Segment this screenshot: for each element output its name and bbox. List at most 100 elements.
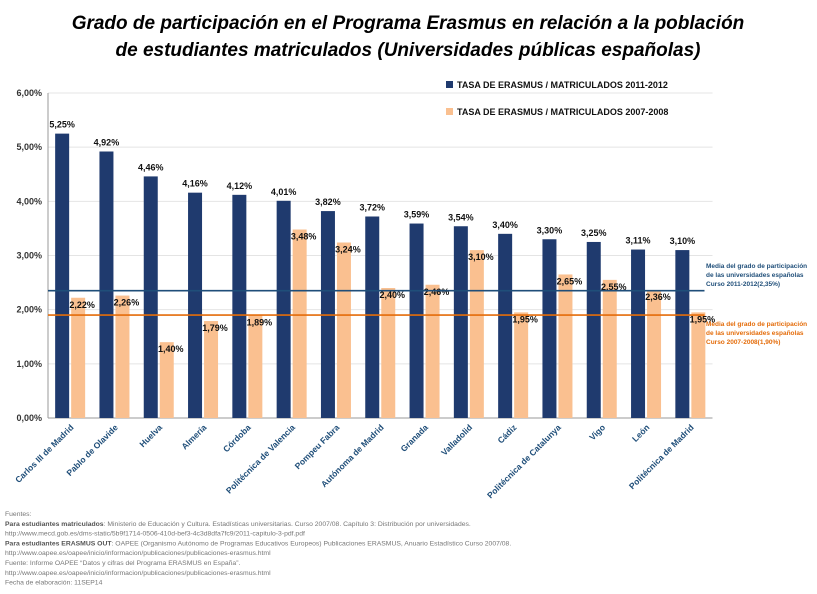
bar (276, 200, 291, 418)
data-label: 3,82% (315, 197, 341, 207)
y-tick-label: 0,00% (16, 413, 42, 423)
bar (453, 226, 468, 418)
bar (336, 242, 351, 418)
bar (558, 274, 573, 418)
data-label: 1,95% (512, 314, 538, 324)
data-label: 4,12% (227, 181, 253, 191)
bar (115, 295, 130, 418)
bar (188, 192, 203, 418)
bar (514, 312, 529, 418)
source-line: Fuentes: (5, 511, 32, 518)
bar (248, 315, 263, 418)
data-label: 2,22% (69, 300, 95, 310)
y-tick-label: 6,00% (16, 88, 42, 98)
chart-title: Grado de participación en el Programa Er… (72, 13, 745, 34)
source-bold: Para estudiantes ERASMUS OUT (5, 540, 112, 547)
y-tick-label: 3,00% (16, 251, 42, 261)
bar (292, 229, 307, 418)
x-tick-label: Politécnica de Catalunya (485, 422, 563, 500)
bar (381, 288, 396, 418)
source-line: http://www.oapee.es/oapee/inicio/informa… (5, 550, 271, 557)
data-label: 3,24% (335, 245, 361, 255)
bar (542, 239, 557, 418)
bar (232, 194, 247, 418)
legend-swatch (446, 108, 453, 115)
x-tick-label: León (630, 422, 651, 443)
data-label: 2,46% (424, 287, 450, 297)
data-label: 3,11% (626, 236, 651, 246)
x-tick-label: Cádiz (495, 422, 518, 445)
y-tick-label: 2,00% (16, 305, 42, 315)
bar (691, 312, 706, 418)
bar (586, 241, 601, 418)
source-line: http://www.oapee.es/oapee/inicio/informa… (5, 570, 271, 577)
x-tick-label: Pompeu Fabra (293, 422, 342, 471)
bar (469, 250, 484, 418)
bar (498, 233, 513, 418)
data-label: 3,54% (448, 212, 474, 222)
legend-label: TASA DE ERASMUS / MATRICULADOS 2007-2008 (457, 107, 668, 117)
data-label: 2,55% (601, 282, 627, 292)
bar (409, 223, 424, 418)
data-label: 1,79% (202, 323, 228, 333)
data-label: 2,36% (645, 292, 671, 302)
source-text: Fuente: Informe OAPEE “Datos y cifras de… (5, 560, 240, 567)
data-label: 3,59% (404, 210, 430, 220)
bar (143, 176, 158, 418)
bar (99, 151, 114, 418)
data-label: 4,46% (138, 162, 164, 172)
source-text: Fecha de elaboración: 11SEP14 (5, 580, 103, 587)
reference-label: Curso 2011-2012(2,35%) (706, 281, 780, 288)
bar (602, 279, 617, 418)
bar (675, 250, 690, 418)
source-text: http://www.mecd.gob.es/dms-static/5b9f17… (5, 531, 305, 538)
reference-label: Media del grado de participación (706, 321, 807, 328)
source-text: : Ministerio de Educación y Cultura. Est… (104, 521, 471, 528)
x-tick-label: Granada (398, 422, 430, 454)
data-label: 5,25% (49, 120, 75, 130)
reference-label: Curso 2007-2008(1,90%) (706, 339, 780, 346)
reference-label: de las universidades españolas (706, 272, 804, 279)
data-label: 3,30% (537, 225, 563, 235)
bar (365, 216, 380, 418)
bar (425, 284, 440, 418)
source-bold: Para estudiantes matriculados (5, 521, 104, 528)
data-label: 2,26% (114, 298, 140, 308)
source-text: http://www.oapee.es/oapee/inicio/informa… (5, 550, 271, 557)
y-tick-label: 1,00% (16, 359, 42, 369)
bar (159, 342, 174, 418)
data-label: 2,40% (379, 290, 405, 300)
source-line: Para estudiantes ERASMUS OUT: OAPEE (Org… (5, 540, 511, 547)
source-text: Fuentes: (5, 511, 32, 518)
reference-label: Media del grado de participación (706, 263, 807, 270)
data-label: 3,48% (291, 232, 317, 242)
x-tick-label: Huelva (137, 422, 164, 449)
data-label: 3,10% (670, 236, 696, 246)
source-text: : OAPEE (Organismo Autónomo de Programas… (112, 540, 512, 547)
x-tick-label: Vigo (587, 422, 607, 442)
x-tick-label: Córdoba (221, 422, 253, 454)
reference-label: de las universidades españolas (706, 330, 804, 337)
bar (631, 249, 646, 418)
source-line: Fuente: Informe OAPEE “Datos y cifras de… (5, 560, 240, 567)
data-label: 3,10% (468, 252, 494, 262)
x-tick-label: Valladolid (439, 422, 474, 457)
data-label: 1,89% (247, 318, 273, 328)
chart-title: de estudiantes matriculados (Universidad… (116, 40, 701, 61)
x-tick-label: Carlos III de Madrid (13, 422, 76, 485)
legend-label: TASA DE ERASMUS / MATRICULADOS 2011-2012 (457, 80, 668, 90)
source-line: Fecha de elaboración: 11SEP14 (5, 580, 103, 587)
data-label: 3,25% (581, 228, 607, 238)
source-text: http://www.oapee.es/oapee/inicio/informa… (5, 570, 271, 577)
data-label: 4,16% (182, 179, 208, 189)
legend-swatch (446, 81, 453, 88)
bar (71, 297, 86, 418)
y-tick-label: 4,00% (16, 196, 42, 206)
data-label: 4,01% (271, 187, 297, 197)
bar (647, 290, 662, 418)
data-label: 3,40% (492, 220, 518, 230)
data-label: 1,95% (690, 314, 716, 324)
data-label: 1,40% (158, 344, 184, 354)
data-label: 2,65% (557, 276, 583, 286)
